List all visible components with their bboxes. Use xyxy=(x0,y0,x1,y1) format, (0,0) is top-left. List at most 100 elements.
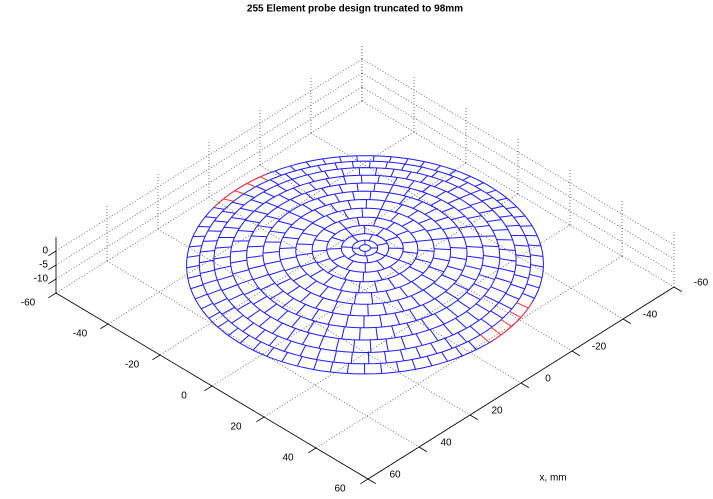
element-edge xyxy=(448,198,459,203)
element-edge xyxy=(247,183,255,187)
element-edge xyxy=(277,185,287,191)
element-edge xyxy=(359,282,361,293)
element-edge xyxy=(231,217,245,219)
element-edge xyxy=(412,360,416,370)
highlight-element xyxy=(259,174,267,177)
element-edge xyxy=(264,304,276,313)
element-edge xyxy=(385,237,398,241)
grid-line xyxy=(160,163,466,355)
element-edge xyxy=(482,198,493,201)
element-edge xyxy=(432,238,448,239)
element-edge xyxy=(244,194,255,198)
tick-mark xyxy=(152,355,160,360)
element-edge xyxy=(285,174,292,179)
element-edge xyxy=(419,218,432,223)
element-edge xyxy=(360,328,361,340)
element-edge xyxy=(318,198,326,205)
element-edge xyxy=(334,351,337,362)
element-edge xyxy=(390,267,399,274)
element-edge xyxy=(499,216,512,218)
element-edge xyxy=(416,334,422,346)
element-edge xyxy=(474,225,489,227)
element-edge xyxy=(391,169,394,176)
element-edge xyxy=(357,156,358,161)
highlight-element xyxy=(214,202,219,207)
element-edge xyxy=(373,156,374,161)
element-edge xyxy=(442,275,457,281)
element-edge xyxy=(405,159,408,164)
element-edge xyxy=(362,208,363,217)
tick-mark xyxy=(308,448,316,453)
element-edge xyxy=(232,315,244,323)
element-edge xyxy=(311,309,318,320)
element-edge xyxy=(433,258,449,261)
element-edge xyxy=(342,327,345,339)
element-edge xyxy=(305,193,313,200)
element-edge xyxy=(378,271,383,280)
element-edge xyxy=(324,229,335,234)
element-edge xyxy=(322,188,328,195)
element-edge xyxy=(459,183,468,188)
element-edge xyxy=(491,287,506,293)
tick-mark xyxy=(674,287,682,292)
element-edge xyxy=(399,260,412,265)
element-edge xyxy=(327,249,342,250)
element-edge xyxy=(300,293,310,302)
element-edge xyxy=(407,323,413,335)
element-edge xyxy=(455,347,462,356)
highlight-element xyxy=(225,193,231,197)
element-edge xyxy=(467,256,483,258)
element-edge xyxy=(201,303,213,308)
tick-mark xyxy=(419,447,427,452)
element-edge xyxy=(370,191,371,199)
element-edge xyxy=(398,300,404,311)
element-edge xyxy=(200,270,214,273)
element-edge xyxy=(466,247,482,248)
element-edge xyxy=(330,204,337,212)
element-edge xyxy=(289,212,301,217)
element-edge xyxy=(307,321,314,332)
element-edge xyxy=(389,185,393,193)
element-edge xyxy=(235,191,244,194)
element-edge xyxy=(456,318,467,328)
x-axis-label: x, mm xyxy=(539,473,566,484)
element-edge xyxy=(351,352,352,363)
element-edge xyxy=(339,222,346,229)
element-edge xyxy=(457,300,470,308)
element-edge xyxy=(237,279,253,284)
element-edge xyxy=(506,207,517,209)
element-edge xyxy=(443,324,453,335)
element-edge xyxy=(344,176,347,184)
element-edge xyxy=(374,183,375,191)
element-edge xyxy=(368,304,369,316)
element-edge xyxy=(324,276,334,285)
element-edge xyxy=(188,275,201,278)
element-edge xyxy=(280,257,296,260)
element-edge xyxy=(301,169,307,175)
element-edge xyxy=(369,235,373,241)
element-edge xyxy=(317,259,330,263)
element-edge xyxy=(315,240,329,242)
element-edge xyxy=(247,310,260,319)
tick-mark xyxy=(48,251,56,256)
element-edge xyxy=(411,229,425,233)
element-edge xyxy=(300,345,306,356)
element-edge xyxy=(233,270,249,274)
x-tick-label: -40 xyxy=(643,310,658,321)
element-edge xyxy=(408,211,418,218)
element-edge xyxy=(312,223,324,228)
element-edge xyxy=(501,320,511,327)
tick-mark xyxy=(360,479,368,484)
element-edge xyxy=(205,217,216,218)
y-tick-label: 20 xyxy=(230,422,242,433)
element-edge xyxy=(314,210,324,217)
element-edge xyxy=(411,296,420,306)
element-edge xyxy=(499,268,515,272)
element-edge xyxy=(445,338,453,348)
element-edge xyxy=(423,185,431,192)
element-edge xyxy=(231,250,247,252)
element-edge xyxy=(191,285,203,289)
element-edge xyxy=(293,274,307,281)
element-edge xyxy=(386,339,389,351)
highlight-element xyxy=(251,178,258,182)
